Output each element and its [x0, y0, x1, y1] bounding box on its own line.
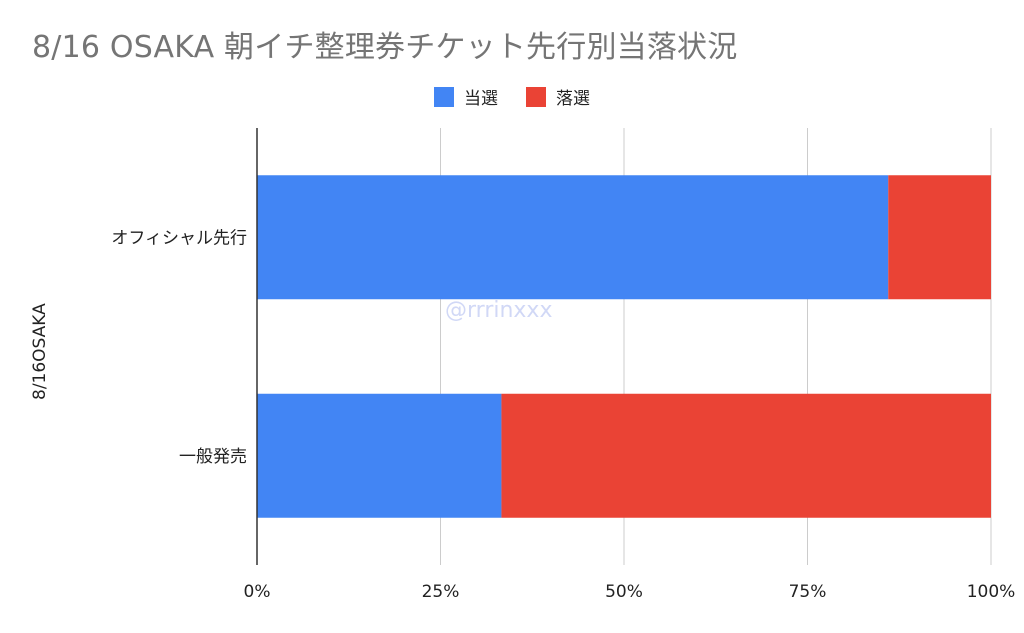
x-tick-label: 100%: [967, 582, 1016, 602]
legend: 当選 落選: [0, 84, 1024, 109]
legend-item-win: 当選: [434, 84, 498, 109]
category-label: オフィシャル先行: [111, 228, 247, 248]
bar-win: [257, 393, 502, 518]
legend-swatch-lose: [526, 86, 546, 107]
legend-label-lose: 落選: [556, 89, 590, 109]
x-tick-label: 75%: [789, 582, 827, 602]
legend-swatch-win: [434, 86, 454, 107]
chart-title: 8/16 OSAKA 朝イチ整理券チケット先行別当落状況: [32, 30, 738, 65]
x-tick-label: 0%: [244, 582, 271, 602]
legend-item-lose: 落選: [526, 84, 590, 109]
bar-win: [257, 175, 889, 300]
x-tick-label: 50%: [605, 582, 643, 602]
legend-label-win: 当選: [464, 89, 498, 109]
bar-lose: [888, 175, 991, 300]
bar-lose: [501, 393, 991, 518]
category-label: 一般発売: [179, 447, 247, 467]
x-tick-label: 25%: [422, 582, 460, 602]
